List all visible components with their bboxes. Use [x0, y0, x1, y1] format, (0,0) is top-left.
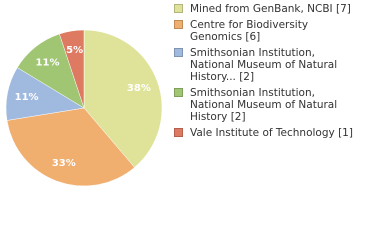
legend-item: Vale Institute of Technology [1]	[174, 127, 374, 139]
legend-item: Smithsonian Institution, National Museum…	[174, 87, 374, 123]
legend-swatch	[174, 48, 183, 57]
legend: Mined from GenBank, NCBI [7] Centre for B…	[174, 3, 374, 143]
legend-swatch	[174, 88, 183, 97]
slice-label: 11%	[36, 57, 60, 68]
pie-slice	[83, 29, 163, 168]
legend-swatch	[174, 128, 183, 137]
pie: 38% 33% 11% 11% 5%	[5, 29, 163, 187]
legend-label: Smithsonian Institution, National Museum…	[190, 87, 338, 123]
legend-label: Mined from GenBank, NCBI [7]	[190, 3, 351, 15]
legend-label: Vale Institute of Technology [1]	[190, 127, 353, 139]
legend-item: Mined from GenBank, NCBI [7]	[174, 3, 374, 15]
legend-swatch	[174, 4, 183, 13]
legend-item: Smithsonian Institution, National Museum…	[174, 47, 374, 83]
legend-label: Centre for Biodiversity Genomics [6]	[190, 19, 309, 43]
slice-label: 11%	[15, 92, 39, 103]
pie-slice	[6, 107, 135, 187]
pie-slice	[59, 29, 85, 109]
slice-label: 5%	[66, 45, 83, 56]
slice-label: 33%	[52, 158, 76, 169]
legend-swatch	[174, 20, 183, 29]
legend-label: Smithsonian Institution, National Museum…	[190, 47, 338, 83]
legend-item: Centre for Biodiversity Genomics [6]	[174, 19, 374, 43]
slice-label: 38%	[127, 83, 151, 94]
